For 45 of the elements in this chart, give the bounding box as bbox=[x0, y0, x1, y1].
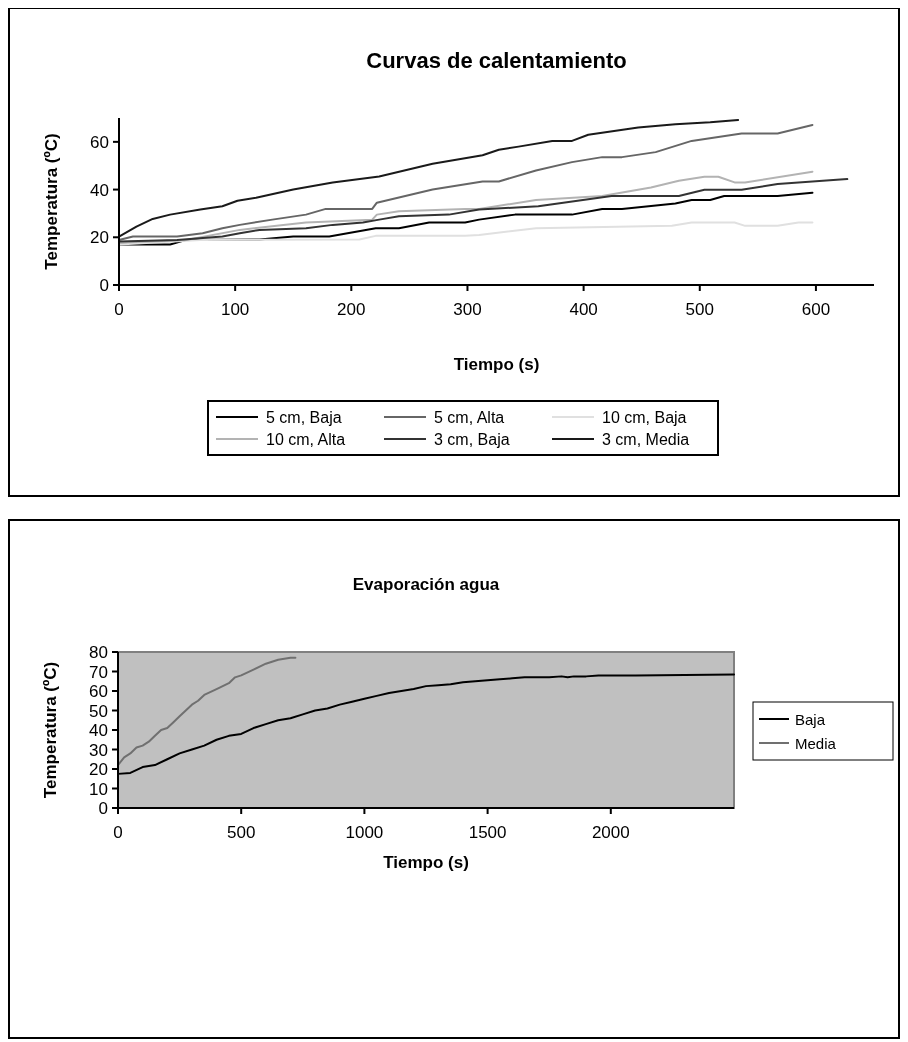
line-series bbox=[118, 221, 814, 246]
x-tick-label: 100 bbox=[220, 300, 250, 319]
line-series bbox=[118, 170, 814, 244]
x-tick-label: 1500 bbox=[468, 823, 507, 842]
x-axis-title: Tiempo (s) bbox=[383, 853, 469, 872]
x-tick-label: 400 bbox=[569, 300, 598, 319]
y-tick-label: 70 bbox=[89, 662, 108, 682]
legend-label: 5 cm, Alta bbox=[434, 409, 505, 426]
y-tick-label: 0 bbox=[98, 799, 108, 818]
x-tick-label: 300 bbox=[453, 300, 482, 319]
x-tick-label: 0 bbox=[114, 300, 124, 319]
x-tick-label: 2000 bbox=[591, 823, 630, 842]
legend-label: Media bbox=[795, 735, 837, 752]
y-tick-label: 20 bbox=[90, 228, 109, 248]
y-tick-label: 80 bbox=[89, 643, 108, 662]
y-tick-label: 10 bbox=[89, 779, 108, 799]
line-series bbox=[118, 178, 849, 243]
y-axis-title: Temperatura (ºC) bbox=[41, 661, 60, 799]
y-tick-label: 40 bbox=[90, 180, 109, 200]
chart-title: Curvas de calentamiento bbox=[366, 48, 627, 73]
x-tick-label: 600 bbox=[801, 300, 831, 319]
y-tick-label: 30 bbox=[89, 740, 108, 760]
y-tick-label: 40 bbox=[89, 721, 108, 740]
x-axis-title: Tiempo (s) bbox=[453, 355, 540, 374]
legend-label: 5 cm, Baja bbox=[266, 409, 342, 426]
x-tick-label: 500 bbox=[685, 300, 714, 319]
x-tick-label: 500 bbox=[227, 823, 256, 842]
y-tick-label: 20 bbox=[89, 760, 108, 779]
line-series bbox=[118, 118, 740, 238]
line-series bbox=[118, 123, 814, 241]
line-series bbox=[117, 656, 297, 767]
legend-label: 3 cm, Media bbox=[602, 431, 690, 448]
y-tick-label: 0 bbox=[99, 276, 109, 295]
legend-label: 10 cm, Alta bbox=[266, 431, 346, 448]
x-tick-label: 200 bbox=[337, 300, 366, 319]
y-tick-label: 50 bbox=[89, 701, 108, 721]
y-axis-title: Temperatura (ºC) bbox=[42, 133, 61, 270]
legend-label: 10 cm, Baja bbox=[602, 409, 687, 426]
y-tick-label: 60 bbox=[89, 682, 108, 701]
x-tick-label: 1000 bbox=[345, 823, 384, 842]
legend-label: 3 cm, Baja bbox=[434, 431, 510, 448]
chart-title: Evaporación agua bbox=[352, 575, 500, 594]
legend-label: Baja bbox=[795, 711, 826, 728]
y-tick-label: 60 bbox=[90, 132, 109, 152]
x-tick-label: 0 bbox=[113, 823, 123, 842]
